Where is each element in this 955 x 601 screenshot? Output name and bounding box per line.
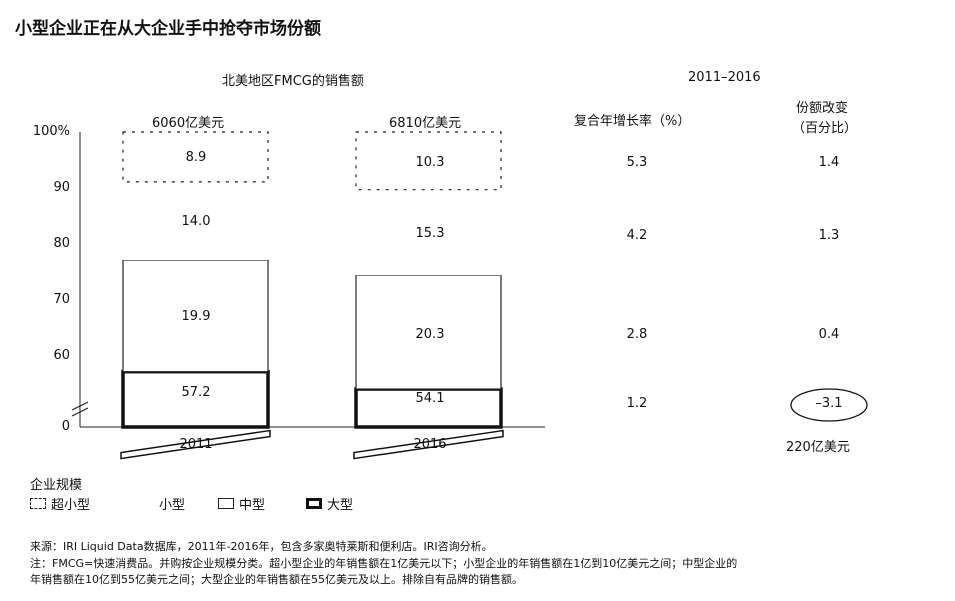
segment-label-2011-large: 57.2: [181, 385, 211, 400]
segment-label-2016-small: 15.3: [415, 226, 445, 241]
bar-segment-2016-1: [355, 274, 502, 390]
legend-item-large: 大型: [306, 494, 353, 513]
y-tick-label: 70: [53, 292, 70, 307]
y-tick-label: 80: [53, 236, 70, 251]
legend-item-medium: 中型: [218, 494, 265, 513]
table-header-cagr: 复合年增长率（%）: [574, 114, 691, 129]
y-tick-label: 90: [53, 180, 70, 195]
y-tick-label: 60: [53, 348, 70, 363]
share-change-value-large: –3.1: [815, 396, 843, 411]
cagr-value-medium: 2.8: [626, 327, 648, 342]
cagr-value-large: 1.2: [626, 396, 648, 411]
y-tick-label: 100%: [32, 124, 70, 139]
segment-label-2016-medium: 20.3: [415, 327, 445, 342]
legend-title: 企业规模: [30, 478, 83, 493]
source-note: 来源：IRI Liquid Data数据库，2011年-2016年，包含多家奥特…: [30, 540, 493, 553]
axis-break-mark: [71, 407, 89, 417]
legend-swatch-micro: [30, 498, 46, 509]
footnote-line-1: 注：FMCG=快速消费品。并购按企业规模分类。超小型企业的年销售额在1亿美元以下…: [30, 557, 738, 570]
legend-label: 小型: [159, 498, 186, 513]
bar-axis-break-2016: [353, 429, 504, 460]
bar-segment-2016-3: [355, 131, 502, 191]
bar-segment-2011-2: [123, 181, 268, 261]
bar-segment-2011-3: [122, 131, 269, 183]
bar-segment-2011-1: [122, 259, 269, 373]
bar-total-2016: 6810亿美元: [389, 116, 462, 131]
segment-label-2011-small: 14.0: [181, 214, 211, 229]
chart-subtitle: 北美地区FMCG的销售额: [222, 74, 364, 89]
share-change-value-micro: 1.4: [818, 155, 840, 170]
legend-swatch-small: [138, 498, 154, 509]
share-change-value-small: 1.3: [818, 228, 840, 243]
segment-label-2011-medium: 19.9: [181, 309, 211, 324]
y-tick-label: 0: [61, 419, 70, 434]
bar-segment-2011-0: [121, 369, 270, 429]
cagr-value-micro: 5.3: [626, 155, 648, 170]
circled-share-change: [790, 388, 868, 422]
bar-axis-break-2011: [120, 429, 271, 460]
footnote-line-2: 年销售额在10亿到55亿美元之间；大型企业的年销售额在55亿美元及以上。排除自有…: [30, 573, 523, 586]
segment-label-2016-micro: 10.3: [415, 155, 445, 170]
legend-item-micro: 超小型: [30, 494, 90, 513]
x-tick-label-2011: 2011: [179, 437, 213, 452]
x-tick-label-2016: 2016: [413, 437, 447, 452]
legend-swatch-large: [306, 498, 322, 509]
total-change-value: 220亿美元: [786, 440, 850, 455]
legend-swatch-medium: [218, 498, 234, 509]
chart-title: 小型企业正在从大企业手中抢夺市场份额: [15, 19, 321, 39]
legend-label: 大型: [327, 498, 354, 513]
table-header-share-change: 份额改变: [796, 101, 849, 116]
share-change-value-medium: 0.4: [818, 327, 840, 342]
axis-break-mark: [71, 401, 89, 411]
cagr-value-small: 4.2: [626, 228, 648, 243]
bar-segment-2016-2: [356, 189, 501, 276]
segment-label-2016-large: 54.1: [415, 391, 445, 406]
table-period: 2011–2016: [688, 70, 761, 85]
table-header-share-change-unit: （百分比）: [792, 121, 858, 136]
legend-item-small: 小型: [138, 494, 185, 513]
bar-total-2011: 6060亿美元: [152, 116, 225, 131]
segment-label-2011-micro: 8.9: [185, 150, 207, 165]
legend-label: 超小型: [51, 498, 91, 513]
legend-label: 中型: [239, 498, 266, 513]
